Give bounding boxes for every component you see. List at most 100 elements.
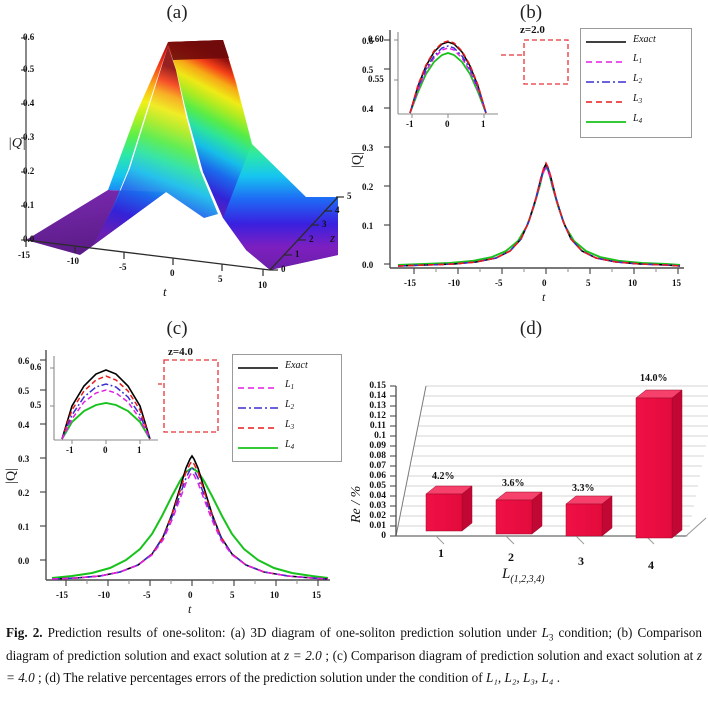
- legend-label-L2: L2: [633, 73, 643, 85]
- panel-c-xtick-minor: [86, 580, 298, 584]
- panel-c-title: (c): [166, 318, 188, 339]
- legend-item-L2[interactable]: L2: [233, 395, 341, 415]
- panel-b-line-plot: (b): [350, 0, 708, 315]
- panel-b-inset: [394, 32, 498, 118]
- panel-c-xaxis-label: t: [188, 602, 192, 616]
- panel-b-xtick-4: 5: [586, 278, 591, 288]
- inset-c-L1: [61, 389, 151, 440]
- legend-item-L4[interactable]: L4: [581, 109, 691, 129]
- panel-d-ytick-12: 0.12: [369, 411, 386, 421]
- curve-b-L1: [397, 166, 681, 267]
- legend-item-L1[interactable]: L1: [233, 375, 341, 395]
- panel-c-legend: Exact L1 L2 L3: [232, 354, 342, 462]
- panel-d-ytick-10: 0.1: [374, 431, 386, 441]
- bar-category-1: 1: [438, 546, 444, 560]
- legend-label-exact: Exact: [633, 33, 656, 45]
- panel-a-xtick-4: 5: [218, 274, 223, 284]
- panel-c-inset-xtick-1: 0: [103, 445, 108, 455]
- panel-c-xtick-marks: [65, 580, 319, 586]
- bar-1[interactable]: [425, 485, 473, 532]
- caption-text-3: ; (c) Comparison diagram of prediction s…: [321, 648, 697, 664]
- panel-a-ztick-5: 0.5: [23, 64, 35, 74]
- legend-item-L3[interactable]: L3: [233, 415, 341, 435]
- panel-b-ytick-0: 0.0: [362, 260, 374, 270]
- bar-2[interactable]: [495, 491, 543, 535]
- panel-c-ytick-3: 0.3: [18, 454, 30, 464]
- figure-caption: Fig. 2. Prediction results of one-solito…: [6, 622, 702, 688]
- panel-c-xtick-2: -5: [143, 590, 151, 600]
- panel-c-ytick-marks: [40, 359, 46, 561]
- panel-a-depth-label: z: [330, 230, 336, 245]
- legend-swatch-exact: [238, 360, 278, 370]
- panel-d-ytick-13: 0.13: [369, 401, 386, 411]
- bar-4[interactable]: [635, 389, 683, 539]
- surface-front-left: [80, 46, 218, 255]
- legend-item-L3[interactable]: L3: [581, 89, 691, 109]
- legend-label-L3: L3: [285, 419, 295, 431]
- legend-label-L4: L4: [633, 113, 643, 125]
- surface-plot-a: [21, 36, 344, 276]
- legend-item-L2[interactable]: L2: [581, 69, 691, 89]
- panel-b-inset-ytick-1: 0.60: [368, 34, 384, 44]
- panel-b-xtick-3: 0: [542, 278, 547, 288]
- surface-main-ridge: [168, 40, 251, 218]
- panel-b-ytick-4: 0.4: [362, 104, 374, 114]
- legend-label-L2: L2: [285, 399, 295, 411]
- legend-item-L1[interactable]: L1: [581, 49, 691, 69]
- panel-d-xtick-marks: [435, 535, 655, 545]
- panel-b-inset-xtick-1: 0: [445, 119, 450, 129]
- panel-c-zoom-box: [163, 359, 219, 433]
- panel-c-line-plot: (c): [0, 318, 354, 618]
- legend-swatch-L2: [586, 74, 626, 84]
- panel-b-legend: Exact L1 L2 L3: [580, 28, 692, 138]
- legend-swatch-L1: [586, 54, 626, 64]
- panel-d-ytick-7: 0.07: [369, 461, 386, 471]
- panel-c-ytick-4: 0.4: [18, 420, 30, 430]
- panel-c-z-annotation: z=4.0: [168, 346, 193, 358]
- legend-swatch-L4: [238, 440, 278, 450]
- curve-c-L3: [51, 459, 329, 580]
- surface-crest: [168, 40, 229, 60]
- legend-swatch-L3: [586, 94, 626, 104]
- panel-d-ytick-3: 0.03: [369, 501, 386, 511]
- panel-a-3d-surface: (a): [0, 0, 354, 315]
- inset-c-L3: [61, 375, 151, 440]
- legend-item-exact[interactable]: Exact: [233, 355, 341, 375]
- lineplot-c-svg: [40, 350, 330, 586]
- panel-d-yaxis-depth: [395, 385, 427, 537]
- bar-value-2: 3.6%: [502, 478, 525, 489]
- axis-z-ticks: [21, 37, 26, 241]
- panel-a-xtick-5: 10: [258, 280, 267, 290]
- caption-text-2: condition; (b) Comparison diagram of pre…: [6, 625, 702, 664]
- panel-d-ytick-6: 0.06: [369, 471, 386, 481]
- panel-d-ytick-9: 0.09: [369, 441, 386, 451]
- legend-label-L4: L4: [285, 439, 295, 451]
- panel-d-ytick-2: 0.02: [369, 511, 386, 521]
- panel-b-xtick-5: 10: [628, 278, 637, 288]
- bar-3[interactable]: [565, 495, 613, 537]
- panel-c-inset-ytick-0: 0.5: [30, 400, 42, 410]
- curve-b-L3: [397, 161, 681, 267]
- curve-b-L4: [397, 165, 681, 266]
- legend-item-exact[interactable]: Exact: [581, 29, 691, 49]
- panel-a-ztick-0: 0.0: [23, 234, 35, 244]
- legend-swatch-L3: [238, 420, 278, 430]
- caption-L3: L: [541, 625, 549, 640]
- panel-a-ztick-2: 0.2: [23, 166, 35, 176]
- axis-t-ticks: [25, 240, 264, 276]
- legend-item-L4[interactable]: L4: [233, 435, 341, 455]
- panel-d-bar-chart: (d): [349, 318, 708, 618]
- inset-c-exact: [61, 369, 151, 440]
- legend-swatch-L4: [586, 114, 626, 124]
- caption-label: Fig. 2.: [6, 625, 43, 640]
- caption-z4: z = 4.0: [6, 648, 703, 685]
- panel-a-ztick-depth-5: 5: [347, 191, 352, 201]
- panel-a-xtick-1: -10: [67, 256, 79, 266]
- axis-z-depth: [269, 196, 339, 271]
- panel-b-xtick-6: 15: [672, 278, 681, 288]
- panel-a-ztick-depth-1: 1: [295, 249, 300, 259]
- panel-b-ytick-5: 0.5: [362, 65, 374, 75]
- panel-b-xaxis-label: t: [542, 290, 546, 304]
- bar-category-3: 3: [578, 554, 584, 568]
